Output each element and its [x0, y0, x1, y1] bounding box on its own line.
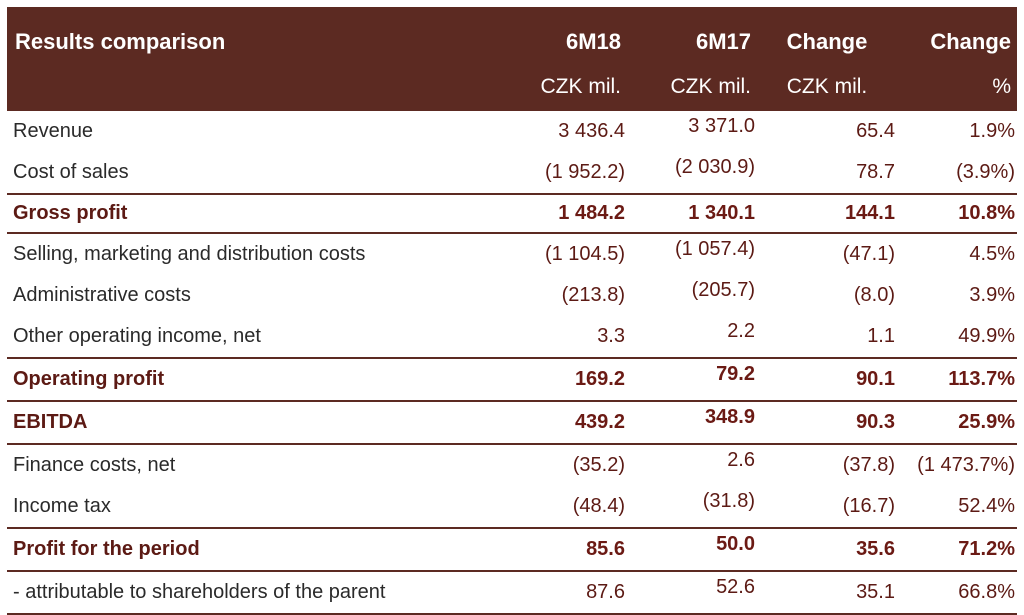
table-row: Administrative costs (213.8) (205.7) (8.…: [7, 275, 1017, 316]
value-change-pct: 25.9%: [897, 400, 1017, 444]
results-table-container: Results comparison 6M18 6M17 Change Chan…: [7, 7, 1017, 615]
row-label: Income tax: [13, 495, 111, 517]
row-label: Finance costs, net: [7, 443, 497, 486]
table-header-row: Results comparison 6M18 6M17 Change Chan…: [7, 7, 1017, 75]
value-change-abs: (47.1): [757, 232, 897, 275]
row-label: Gross profit: [7, 193, 497, 233]
table-row: Operating profit 169.2 79.2 90.1 113.7%: [7, 357, 1017, 401]
value-6m18: 3.3: [597, 325, 625, 347]
value-change-pct: 10.8%: [897, 193, 1017, 233]
row-label: Revenue: [13, 120, 94, 142]
row-label: Operating profit: [7, 357, 497, 401]
value-change-pct: 3.9%: [969, 284, 1015, 306]
table-row: Gross profit 1 484.2 1 340.1 144.1 10.8%: [7, 193, 1017, 233]
value-6m17: 50.0: [627, 527, 757, 571]
table-units-row: CZK mil. CZK mil. CZK mil. %: [7, 75, 1017, 111]
units-spacer: [7, 75, 497, 111]
value-6m18: (35.2): [497, 443, 627, 486]
table-title: Results comparison: [7, 7, 497, 75]
value-change-abs: 90.1: [757, 357, 897, 401]
value-6m17: (205.7): [691, 279, 755, 301]
results-comparison-table: Results comparison 6M18 6M17 Change Chan…: [7, 7, 1017, 615]
table-row: - attributable to shareholders of the pa…: [7, 570, 1017, 615]
row-label: - attributable to shareholders of the pa…: [7, 570, 497, 615]
value-change-pct: 4.5%: [897, 232, 1017, 275]
row-label: Selling, marketing and distribution cost…: [7, 232, 497, 275]
table-row: Income tax (48.4) (31.8) (16.7) 52.4%: [7, 486, 1017, 528]
value-6m18: 3 436.4: [558, 120, 625, 142]
table-row: EBITDA 439.2 348.9 90.3 25.9%: [7, 400, 1017, 444]
value-6m18: 1 484.2: [497, 193, 627, 233]
value-change-abs: 35.6: [757, 527, 897, 571]
value-6m17: (2 030.9): [674, 156, 755, 178]
value-6m18: (213.8): [561, 284, 625, 306]
value-change-abs: 78.7: [856, 161, 895, 183]
value-change-pct: 52.4%: [958, 495, 1015, 517]
value-6m17: 348.9: [627, 400, 757, 444]
unit-6m17: CZK mil.: [627, 75, 757, 111]
value-change-abs: (16.7): [842, 495, 895, 517]
row-label: Profit for the period: [7, 527, 497, 571]
row-label: Cost of sales: [13, 161, 129, 183]
column-header-change-pct: Change: [897, 7, 1017, 75]
table-row: Profit for the period 85.6 50.0 35.6 71.…: [7, 527, 1017, 571]
value-change-abs: 1.1: [867, 325, 895, 347]
value-change-pct: (1 473.7%): [897, 443, 1017, 486]
table-row: Finance costs, net (35.2) 2.6 (37.8) (1 …: [7, 443, 1017, 486]
column-header-change-abs: Change: [757, 7, 897, 75]
value-6m18: 439.2: [497, 400, 627, 444]
value-6m17: (31.8): [702, 490, 755, 512]
table-row: Selling, marketing and distribution cost…: [7, 232, 1017, 275]
value-6m18: 169.2: [497, 357, 627, 401]
value-change-pct: 71.2%: [897, 527, 1017, 571]
value-6m18: (48.4): [572, 495, 625, 517]
row-label: Administrative costs: [13, 284, 191, 306]
unit-change-abs: CZK mil.: [757, 75, 897, 111]
column-header-6m18: 6M18: [497, 7, 627, 75]
value-change-pct: 66.8%: [897, 570, 1017, 615]
value-change-abs: 90.3: [757, 400, 897, 444]
value-change-pct: (3.9%): [956, 161, 1015, 183]
value-change-abs: 35.1: [757, 570, 897, 615]
value-change-abs: 144.1: [757, 193, 897, 233]
value-6m18: (1 104.5): [497, 232, 627, 275]
value-6m17: (1 057.4): [627, 232, 757, 275]
value-6m17: 2.2: [727, 320, 755, 342]
value-change-pct: 49.9%: [958, 325, 1015, 347]
value-6m18: 85.6: [497, 527, 627, 571]
value-6m17: 79.2: [627, 357, 757, 401]
value-6m18: (1 952.2): [544, 161, 625, 183]
value-change-abs: 65.4: [856, 120, 895, 142]
row-label: Other operating income, net: [13, 325, 261, 347]
table-row: Revenue 3 436.4 3 371.0 65.4 1.9%: [7, 111, 1017, 152]
value-change-pct: 113.7%: [897, 357, 1017, 401]
column-header-6m17: 6M17: [627, 7, 757, 75]
value-6m17: 1 340.1: [627, 193, 757, 233]
value-change-pct: 1.9%: [969, 120, 1015, 142]
value-6m17: 3 371.0: [688, 115, 755, 137]
value-change-abs: (37.8): [757, 443, 897, 486]
unit-change-pct: %: [897, 75, 1017, 111]
table-row: Other operating income, net 3.3 2.2 1.1 …: [7, 316, 1017, 358]
table-row: Cost of sales (1 952.2) (2 030.9) 78.7 (…: [7, 152, 1017, 194]
unit-6m18: CZK mil.: [497, 75, 627, 111]
row-label: EBITDA: [7, 400, 497, 444]
value-6m17: 52.6: [627, 570, 757, 615]
value-6m17: 2.6: [627, 443, 757, 486]
value-change-abs: (8.0): [853, 284, 895, 306]
value-6m18: 87.6: [497, 570, 627, 615]
